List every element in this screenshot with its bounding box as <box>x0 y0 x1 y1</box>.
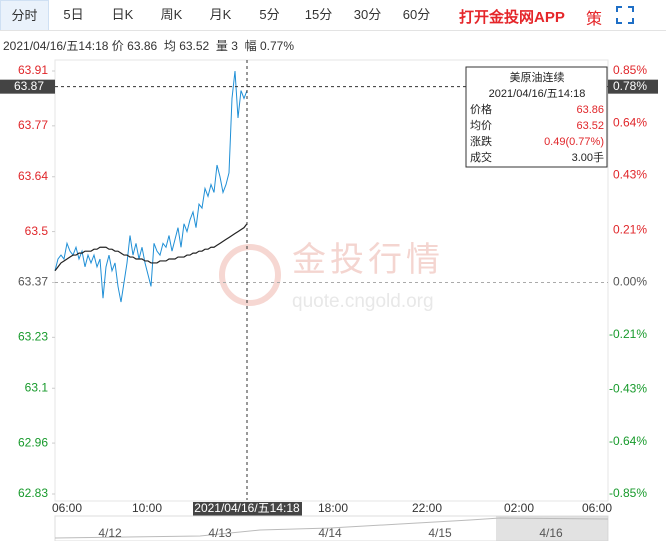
info-label: 均 <box>163 39 176 53</box>
tooltip-box <box>465 66 608 168</box>
x-tick-label: 22:00 <box>412 501 442 515</box>
y-tick-label: 63.64 <box>18 169 48 183</box>
tooltip-value: 63.86 <box>576 104 604 116</box>
tab[interactable]: 周K <box>160 7 183 22</box>
cursor-price: 63.87 <box>14 79 44 93</box>
x-tick-label: 06:00 <box>582 501 612 515</box>
x-tick-label: 02:00 <box>504 501 534 515</box>
navigator-label: 4/13 <box>208 526 232 540</box>
watermark-logo <box>219 244 281 306</box>
y2-tick-label: -0.64% <box>609 434 647 448</box>
navigator-window <box>496 516 608 541</box>
y2-tick-label: 0.43% <box>613 168 647 182</box>
y2-tick-label: -0.43% <box>609 382 647 396</box>
tooltip-title: 美原油连续 <box>510 70 565 84</box>
y-tick-label: 63.77 <box>18 118 48 132</box>
tab[interactable]: 30分 <box>353 7 382 22</box>
fullscreen-icon[interactable] <box>615 5 635 25</box>
info-time: 2021/04/16/五14:18 <box>3 39 109 53</box>
tooltip-value: 63.52 <box>576 120 604 132</box>
y-tick-label: 62.96 <box>18 435 48 449</box>
info-value: 0.77% <box>259 39 295 53</box>
info-value: 63.86 <box>127 39 158 53</box>
y-tick-label: 63.5 <box>25 224 49 238</box>
navigator-label: 4/12 <box>98 526 122 540</box>
navigator-label: 4/15 <box>428 526 452 540</box>
watermark-brand: 金投行情 <box>292 241 444 279</box>
navigator-label: 4/16 <box>539 526 563 540</box>
navigator-trace <box>54 517 609 539</box>
y2-tick-label: 0.00% <box>613 275 647 289</box>
tab[interactable]: 日K <box>111 7 134 22</box>
y2-tick-label: 0.64% <box>613 115 647 129</box>
tooltip-label: 成交 <box>470 150 492 164</box>
y-tick-label: 63.37 <box>18 275 48 289</box>
info-value: 63.52 <box>179 39 210 53</box>
plot-frame <box>54 59 609 502</box>
info-label: 幅 <box>244 39 257 53</box>
x-tick-label: 18:00 <box>318 501 348 515</box>
tab[interactable]: 15分 <box>304 7 333 22</box>
app-link[interactable]: 打开金投网APP <box>459 9 565 26</box>
tab[interactable]: 月K <box>209 7 232 22</box>
tooltip-label: 均价 <box>470 119 492 132</box>
x-tick-label: 06:00 <box>52 501 82 515</box>
tooltip-time: 2021/04/16/五14:18 <box>489 88 586 100</box>
tooltip-label: 价格 <box>470 102 492 116</box>
tab[interactable]: 5日 <box>63 7 84 22</box>
tooltip-value: 0.49(0.77%) <box>544 136 604 148</box>
tab[interactable]: 分时 <box>0 0 49 30</box>
strategy-button[interactable]: 策 <box>586 11 603 28</box>
y-tick-label: 63.91 <box>18 63 48 77</box>
price-line <box>54 223 248 272</box>
tooltip-value: 3.00手 <box>572 150 604 164</box>
info-line: 2021/04/16/五14:18 价 63.86 均 63.52 量 3 幅 … <box>3 37 294 54</box>
tab[interactable]: 60分 <box>402 7 431 22</box>
y2-tick-label: -0.21% <box>609 327 647 341</box>
cursor-time: 2021/04/16/五14:18 <box>194 501 300 515</box>
y2-tick-label: 0.21% <box>613 222 647 236</box>
y2-tick-label: 0.85% <box>613 63 647 77</box>
cursor-time-box <box>193 502 302 516</box>
y-tick-label: 63.1 <box>25 380 49 394</box>
tab[interactable]: 5分 <box>259 7 280 22</box>
cursor-pct: 0.78% <box>613 79 647 93</box>
navigator-label: 4/14 <box>318 526 342 540</box>
toolbar: 分时 5日 日K 周K 月K 5分 15分 30分 60分 <box>0 0 666 31</box>
cursor-pct-box <box>608 79 658 94</box>
watermark-url: quote.cngold.org <box>292 291 434 312</box>
cursor-price-box <box>0 79 55 94</box>
y2-tick-label: -0.85% <box>609 486 647 500</box>
x-tick-label: 10:00 <box>132 501 162 515</box>
tooltip-label: 涨跌 <box>470 134 492 148</box>
info-value: 3 <box>231 39 238 53</box>
y-tick-label: 63.23 <box>18 330 48 344</box>
info-label: 量 <box>215 39 228 53</box>
info-label: 价 <box>111 39 124 53</box>
y-tick-label: 62.83 <box>18 486 48 500</box>
price-line <box>54 70 248 303</box>
